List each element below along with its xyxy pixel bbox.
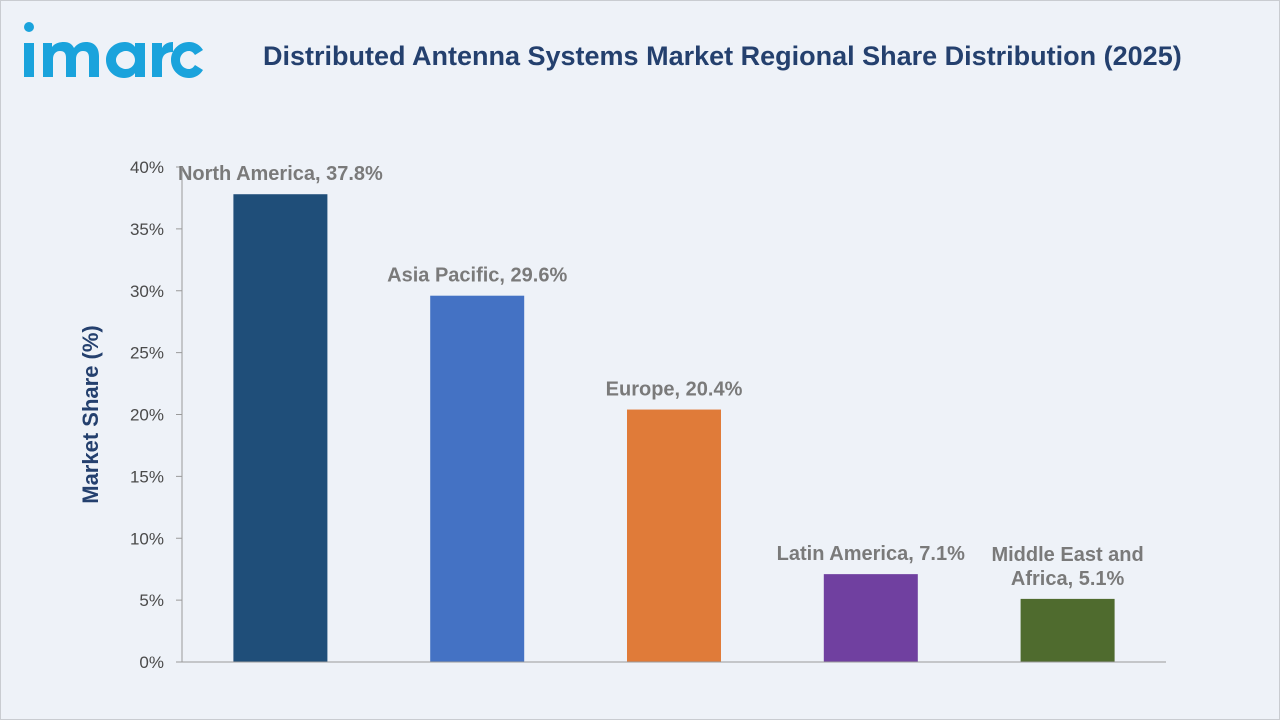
imarc-logo xyxy=(24,22,203,78)
bar-north-america xyxy=(233,194,328,662)
bar-latin-america xyxy=(823,574,918,662)
y-ticks: 0% 5% 10% 15% 20% 25% 30% 35% 40% xyxy=(130,158,182,672)
data-label: Middle East and xyxy=(991,544,1143,566)
bar-middle-east-and-africa xyxy=(1020,598,1115,662)
y-tick-label: 25% xyxy=(130,344,164,363)
data-label: Latin America, 7.1% xyxy=(777,543,965,565)
y-tick-label: 40% xyxy=(130,158,164,177)
y-axis-title: Market Share (%) xyxy=(78,325,103,504)
data-label: Asia Pacific, 29.6% xyxy=(387,265,567,287)
data-label: Africa, 5.1% xyxy=(1011,568,1125,590)
y-tick-label: 20% xyxy=(130,406,164,425)
y-tick-label: 10% xyxy=(130,529,164,548)
y-tick-label: 30% xyxy=(130,282,164,301)
y-tick-label: 15% xyxy=(130,467,164,486)
chart-title: Distributed Antenna Systems Market Regio… xyxy=(263,41,1182,71)
y-tick-label: 0% xyxy=(139,653,164,672)
data-label: Europe, 20.4% xyxy=(606,379,743,401)
bar-asia-pacific xyxy=(430,295,525,662)
y-axis-label-group: Market Share (%) xyxy=(78,325,103,504)
data-labels: North America, 37.8% Asia Pacific, 29.6% E… xyxy=(178,163,1144,590)
bars xyxy=(233,194,1115,662)
bar-europe xyxy=(627,409,721,662)
data-label: North America, 37.8% xyxy=(178,163,383,185)
y-tick-label: 35% xyxy=(130,220,164,239)
y-tick-label: 5% xyxy=(139,591,164,610)
